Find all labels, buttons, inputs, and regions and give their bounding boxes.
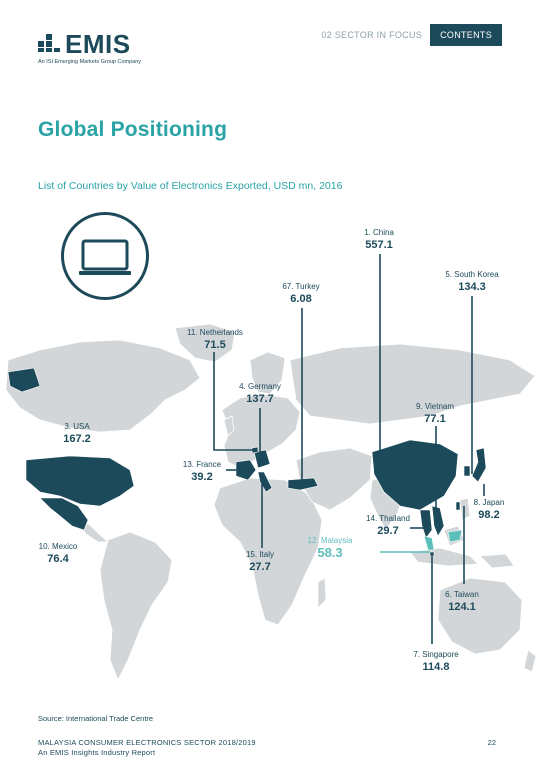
label-germany: 4. Germany 137.7 bbox=[239, 382, 281, 405]
nav-section-link[interactable]: 02 SECTOR IN FOCUS bbox=[321, 30, 423, 40]
emis-logo: EMIS An ISI Emerging Markets Group Compa… bbox=[38, 30, 158, 66]
footer-report-title: MALAYSIA CONSUMER ELECTRONICS SECTOR 201… bbox=[38, 738, 256, 747]
madagascar-shape bbox=[317, 577, 327, 609]
chart-title: List of Countries by Value of Electronic… bbox=[38, 180, 343, 192]
malaysia-borneo-country bbox=[447, 529, 463, 543]
turkey-country bbox=[287, 477, 319, 491]
netherlands-leader-line bbox=[213, 352, 254, 451]
label-netherlands: 11. Netherlands 71.5 bbox=[187, 328, 243, 351]
footer-report-subtitle: An EMIS Insights Industry Report bbox=[38, 748, 156, 757]
singapore-country bbox=[429, 551, 435, 557]
logo-text: EMIS bbox=[65, 29, 131, 59]
nav-contents-button[interactable]: CONTENTS bbox=[430, 24, 502, 46]
top-navigation: 02 SECTOR IN FOCUS CONTENTS bbox=[321, 24, 502, 46]
source-note: Source: International Trade Centre bbox=[38, 714, 154, 723]
taiwan-country bbox=[455, 501, 461, 511]
russia-shape bbox=[289, 343, 536, 425]
mexico-country bbox=[39, 497, 89, 531]
new-guinea-shape bbox=[479, 553, 515, 569]
label-usa: 3. USA 167.2 bbox=[63, 422, 91, 445]
label-malaysia: 12. Malaysia 58.3 bbox=[307, 536, 353, 560]
new-zealand-shape bbox=[523, 649, 537, 673]
scandinavia-shape bbox=[249, 351, 286, 395]
label-singapore: 7. Singapore 114.8 bbox=[413, 650, 459, 673]
label-thailand: 14. Thailand 29.7 bbox=[366, 514, 410, 537]
label-south-korea: 5. South Korea 134.3 bbox=[445, 270, 499, 293]
south-america-shape bbox=[99, 531, 173, 681]
label-vietnam: 9. Vietnam 77.1 bbox=[415, 402, 455, 425]
middle-east-shape bbox=[295, 447, 373, 511]
japan-country bbox=[471, 447, 487, 483]
south-korea-country bbox=[463, 465, 471, 477]
page-title: Global Positioning bbox=[38, 118, 228, 141]
label-turkey: 67. Turkey 6.08 bbox=[282, 282, 320, 305]
germany-country bbox=[253, 449, 271, 469]
alaska-country bbox=[7, 367, 41, 393]
australia-shape bbox=[437, 577, 523, 655]
thailand-country bbox=[419, 509, 433, 539]
page-number: 22 bbox=[487, 738, 496, 747]
footer: MALAYSIA CONSUMER ELECTRONICS SECTOR 201… bbox=[38, 738, 256, 758]
usa-country bbox=[25, 455, 135, 507]
label-japan: 8. Japan 98.2 bbox=[473, 498, 505, 521]
label-france: 13. France 39.2 bbox=[182, 460, 222, 483]
laptop-icon bbox=[61, 212, 149, 300]
label-mexico: 10. Mexico 76.4 bbox=[38, 542, 78, 565]
vietnam-country bbox=[431, 505, 445, 537]
label-china: 1. China 557.1 bbox=[364, 228, 394, 251]
label-italy: 15. Italy 27.7 bbox=[245, 550, 274, 573]
netherlands-country bbox=[251, 446, 259, 454]
uk-shape bbox=[223, 415, 235, 437]
greenland-shape bbox=[174, 323, 236, 363]
malaysia-country bbox=[423, 535, 435, 551]
label-taiwan: 6. Taiwan 124.1 bbox=[445, 590, 479, 613]
logo-tagline: An ISI Emerging Markets Group Company bbox=[38, 59, 142, 65]
france-country bbox=[235, 459, 257, 481]
philippines-shape bbox=[459, 497, 471, 521]
canada-shape bbox=[5, 339, 201, 433]
logo-mark-icon bbox=[38, 34, 60, 52]
